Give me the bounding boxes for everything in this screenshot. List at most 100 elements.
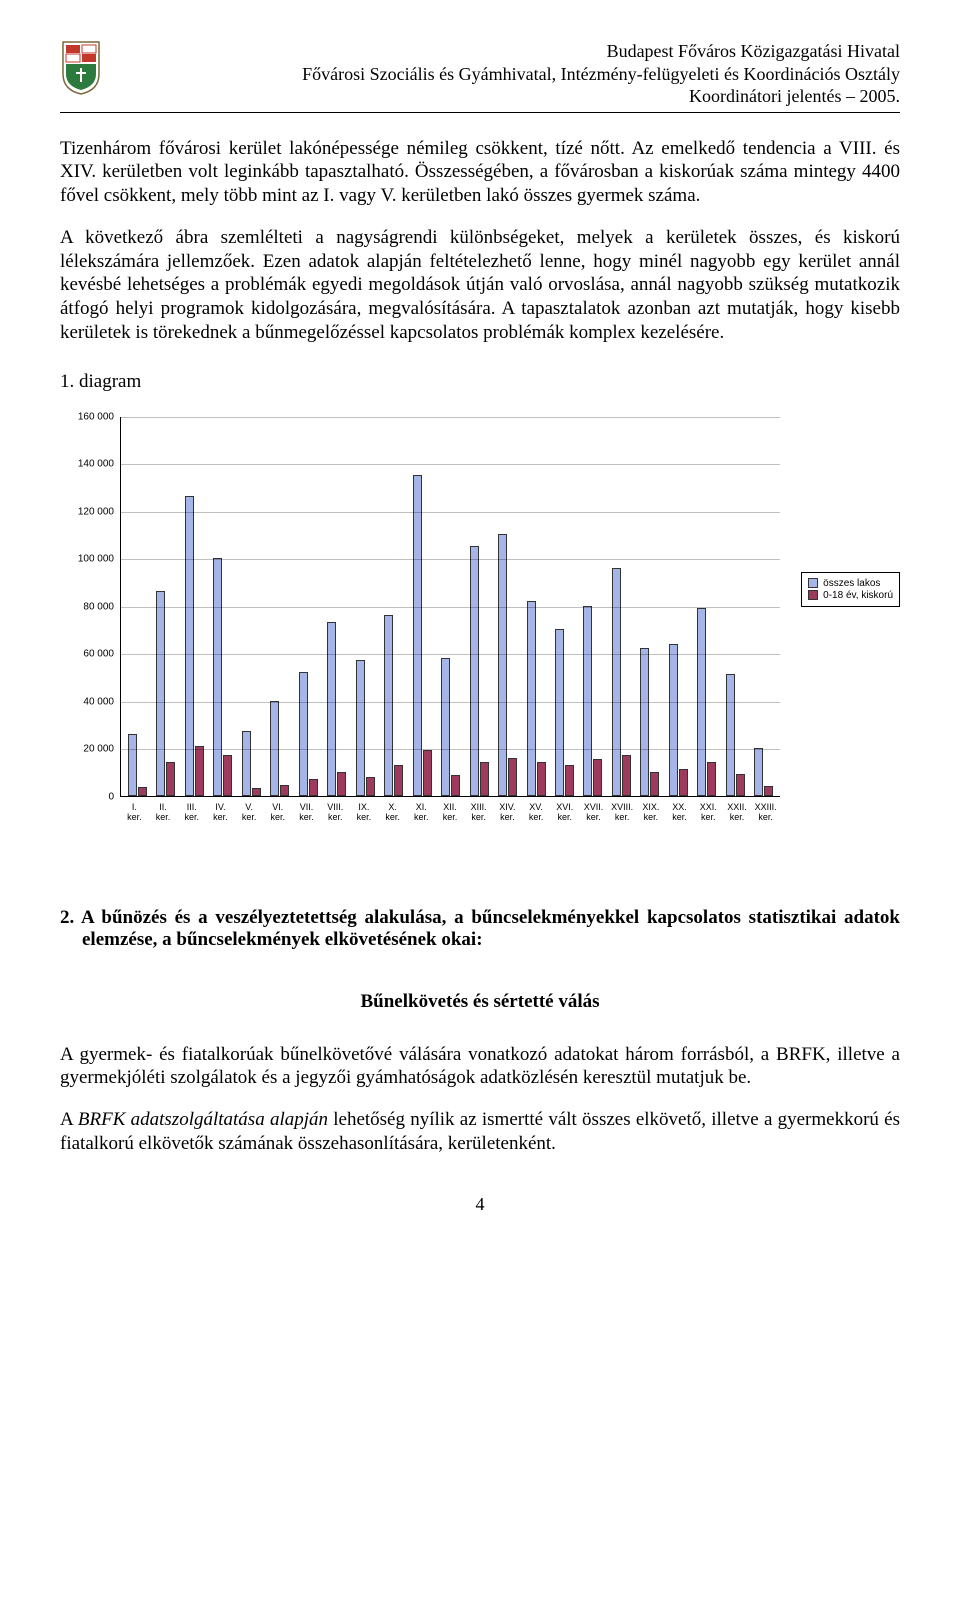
legend-item-1: összes lakos [808, 578, 893, 589]
bar-series-1 [356, 660, 365, 795]
bar-series-2 [707, 762, 716, 795]
section-2-p1: A gyermek- és fiatalkorúak bűnelkövetővé… [60, 1043, 900, 1091]
crest-icon [60, 40, 102, 96]
xtick-label: V.ker. [242, 802, 257, 823]
bar-series-2 [764, 786, 773, 796]
xtick-label: XXIII.ker. [755, 802, 777, 823]
legend-label-1: összes lakos [823, 578, 880, 589]
bar-series-1 [726, 674, 735, 795]
bar-series-1 [441, 658, 450, 796]
ytick-label: 120 000 [54, 506, 114, 517]
xtick-label: VI.ker. [271, 802, 286, 823]
bar-series-1 [384, 615, 393, 796]
xtick-label: IV.ker. [213, 802, 228, 823]
bar-series-1 [527, 601, 536, 796]
xtick-label: I.ker. [127, 802, 142, 823]
ytick-label: 140 000 [54, 459, 114, 470]
bar-series-2 [366, 777, 375, 796]
chart-1: összes lakos 0-18 év, kiskorú 020 00040 … [60, 407, 900, 847]
xtick-label: XI.ker. [414, 802, 429, 823]
xtick-label: XIX.ker. [642, 802, 659, 823]
header-line-1: Budapest Főváros Közigazgatási Hivatal [114, 40, 900, 63]
bar-series-1 [640, 648, 649, 795]
header-line-3: Koordinátori jelentés – 2005. [114, 85, 900, 108]
xtick-label: XVIII.ker. [611, 802, 633, 823]
xtick-label: X.ker. [385, 802, 400, 823]
xtick-label: XXII.ker. [727, 802, 747, 823]
legend-label-2: 0-18 év, kiskorú [823, 590, 893, 601]
xtick-label: VII.ker. [299, 802, 314, 823]
ytick-label: 0 [54, 791, 114, 802]
xtick-label: VIII.ker. [327, 802, 343, 823]
bar-series-1 [612, 568, 621, 796]
bar-series-1 [327, 622, 336, 795]
bar-series-2 [309, 779, 318, 796]
section-2-subheading: Bűnelkövetés és sértetté válás [60, 991, 900, 1013]
legend-item-2: 0-18 év, kiskorú [808, 590, 893, 601]
bar-series-1 [299, 672, 308, 796]
bar-series-1 [156, 591, 165, 795]
bar-series-2 [593, 759, 602, 796]
bar-series-1 [213, 558, 222, 796]
ytick-label: 60 000 [54, 649, 114, 660]
ytick-label: 20 000 [54, 744, 114, 755]
legend-swatch-1 [808, 578, 818, 588]
bar-series-2 [337, 772, 346, 796]
p2-prefix: A [60, 1109, 78, 1130]
xtick-label: XIV.ker. [499, 802, 515, 823]
xtick-label: XX.ker. [672, 802, 687, 823]
p2-italic: BRFK adatszolgáltatása alapján [78, 1109, 328, 1130]
bar-series-1 [128, 734, 137, 796]
ytick-label: 100 000 [54, 554, 114, 565]
bar-series-2 [736, 774, 745, 795]
xtick-label: IX.ker. [357, 802, 372, 823]
bar-series-1 [583, 606, 592, 796]
section-2-p2: A BRFK adatszolgáltatása alapján lehetős… [60, 1108, 900, 1156]
page-header: Budapest Főváros Közigazgatási Hivatal F… [60, 40, 900, 113]
plot-area [120, 417, 780, 797]
bar-series-1 [413, 475, 422, 796]
xtick-label: III.ker. [184, 802, 199, 823]
bar-series-2 [650, 772, 659, 796]
bar-series-2 [138, 787, 147, 795]
xtick-label: XVI.ker. [556, 802, 573, 823]
bar-series-2 [195, 746, 204, 796]
bar-series-1 [270, 701, 279, 796]
bar-series-1 [498, 534, 507, 795]
bar-series-2 [537, 762, 546, 795]
chart-legend: összes lakos 0-18 év, kiskorú [801, 572, 900, 607]
bar-series-2 [480, 762, 489, 795]
ytick-label: 40 000 [54, 696, 114, 707]
bar-series-2 [622, 755, 631, 795]
bar-series-2 [508, 758, 517, 796]
bar-series-1 [669, 644, 678, 796]
bar-series-2 [451, 775, 460, 795]
xtick-label: XIII.ker. [471, 802, 487, 823]
header-text-block: Budapest Főváros Közigazgatási Hivatal F… [114, 40, 900, 108]
section-2-heading: 2. A bűnözés és a veszélyeztetettség ala… [82, 907, 900, 951]
legend-swatch-2 [808, 590, 818, 600]
header-line-2: Fővárosi Szociális és Gyámhivatal, Intéz… [114, 63, 900, 86]
bar-series-2 [423, 750, 432, 795]
bar-series-2 [565, 765, 574, 796]
bar-series-1 [185, 496, 194, 795]
bar-series-1 [470, 546, 479, 795]
bar-series-1 [754, 748, 763, 796]
paragraph-2: A következő ábra szemlélteti a nagyságre… [60, 226, 900, 345]
ytick-label: 80 000 [54, 601, 114, 612]
xtick-label: XXI.ker. [700, 802, 717, 823]
bar-series-2 [280, 785, 289, 796]
diagram-label: 1. diagram [60, 371, 900, 393]
xtick-label: II.ker. [156, 802, 171, 823]
page-number: 4 [60, 1194, 900, 1215]
xtick-label: XVII.ker. [584, 802, 604, 823]
bar-series-2 [223, 755, 232, 795]
bar-series-2 [679, 769, 688, 795]
bar-series-2 [394, 765, 403, 796]
xtick-label: XV.ker. [529, 802, 544, 823]
bar-series-2 [252, 788, 261, 795]
bar-series-1 [242, 731, 251, 795]
bar-series-2 [166, 762, 175, 795]
xtick-label: XII.ker. [443, 802, 458, 823]
paragraph-1: Tizenhárom fővárosi kerület lakónépesség… [60, 137, 900, 208]
